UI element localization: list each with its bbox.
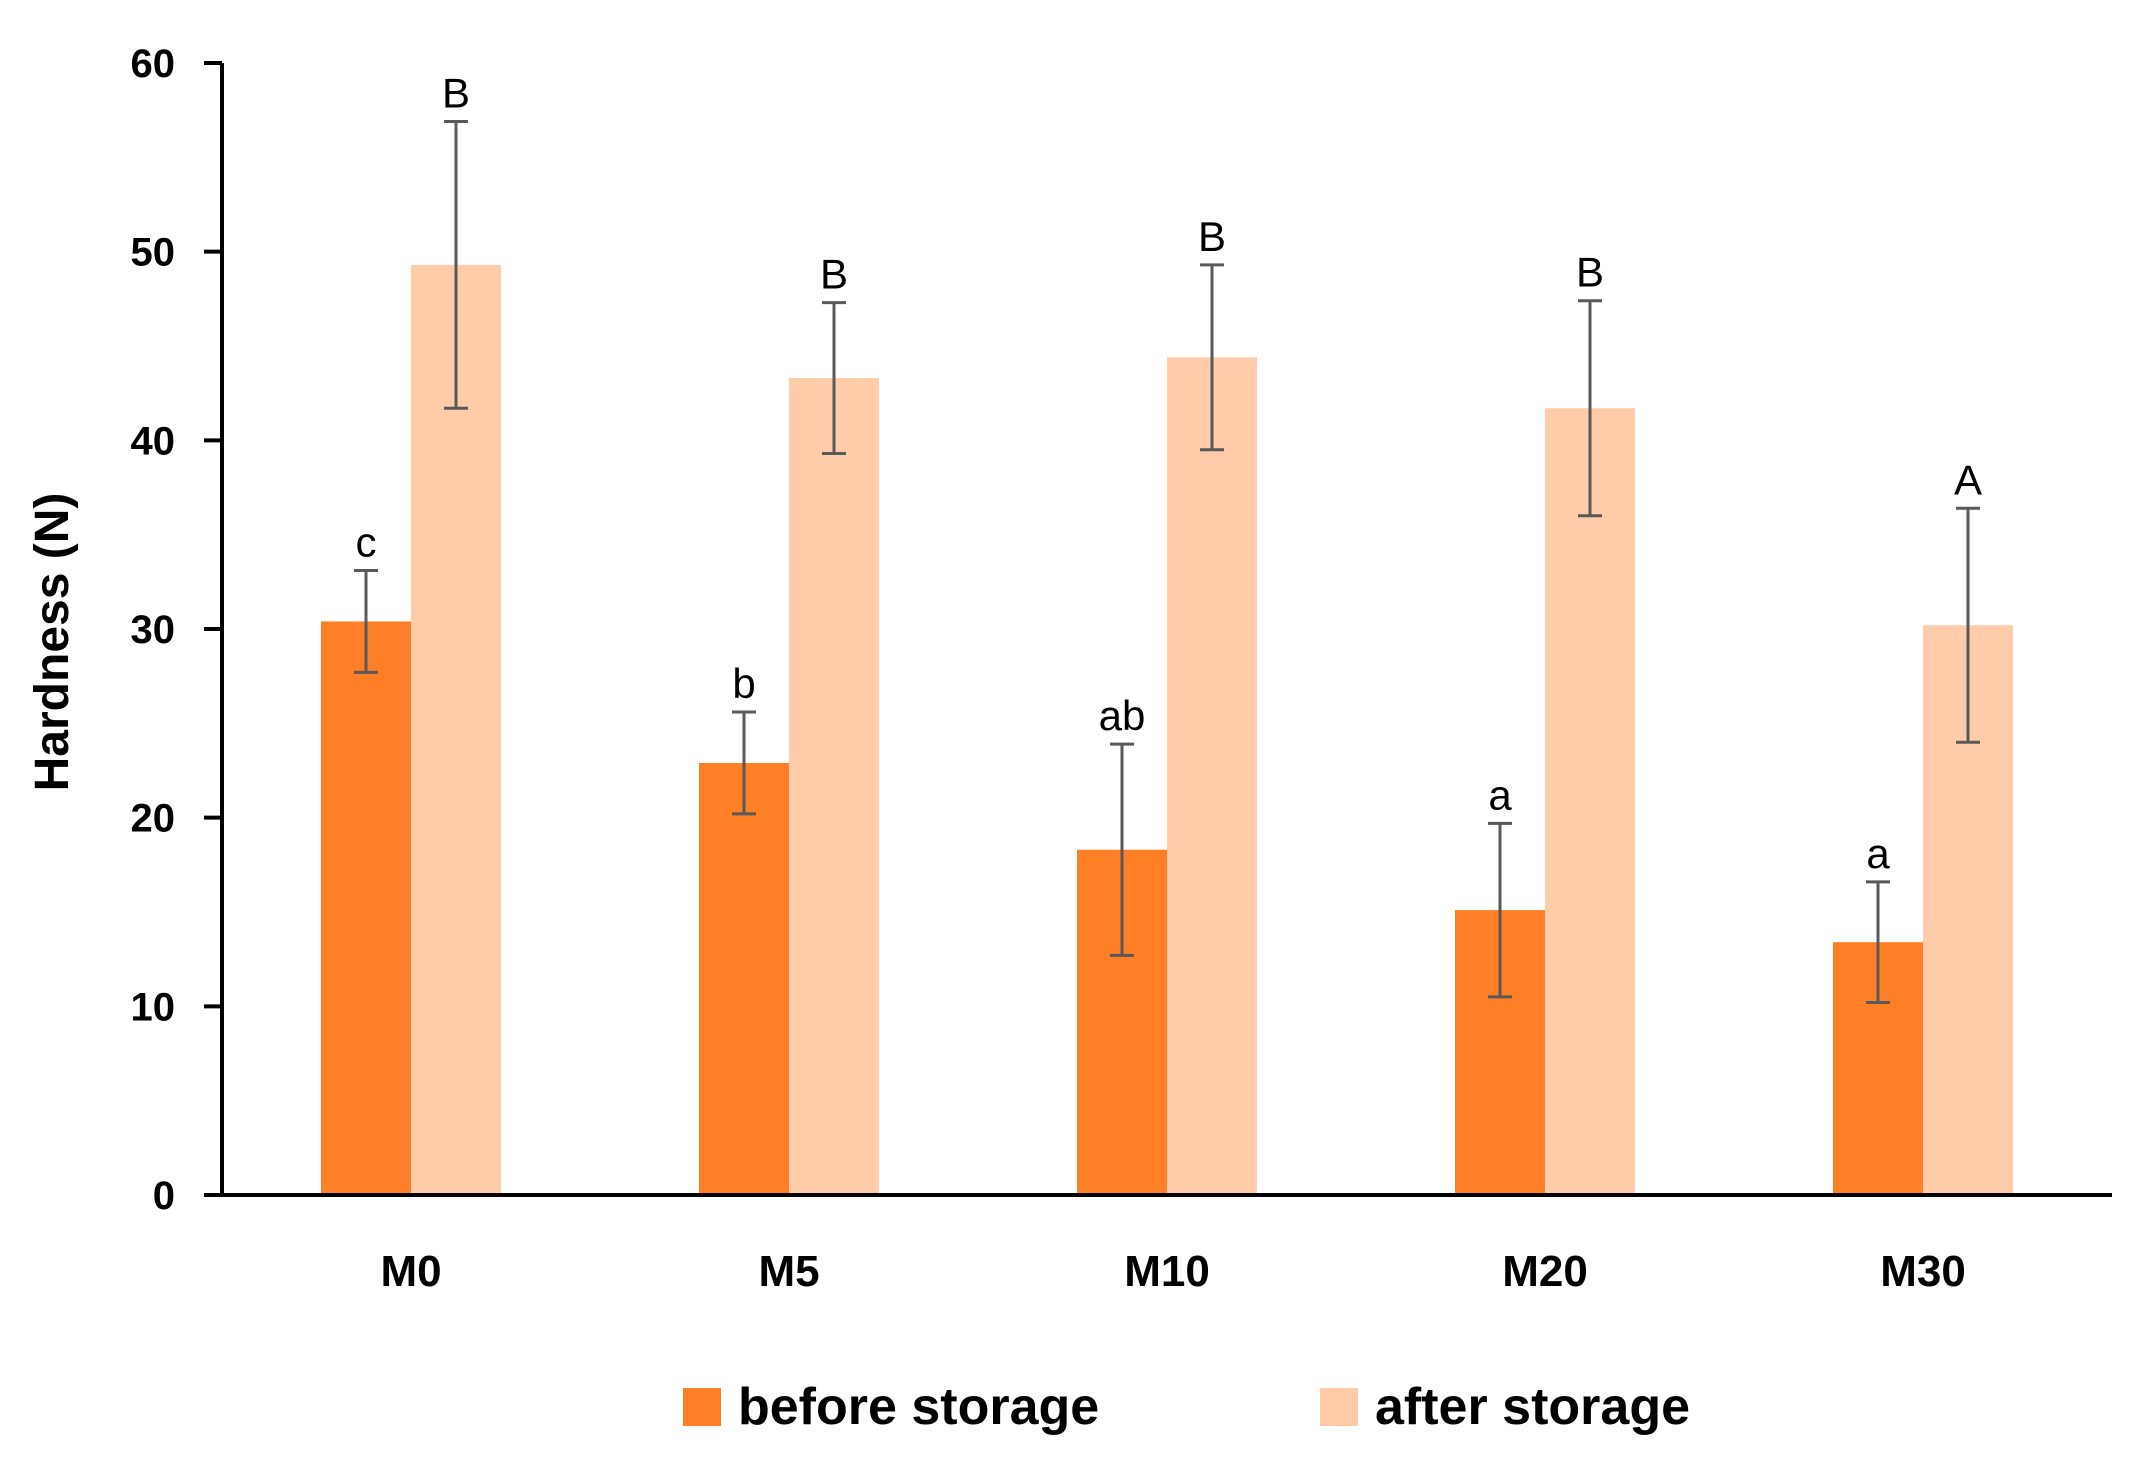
y-tick-label: 10 xyxy=(131,985,176,1029)
x-tick-label-m0: M0 xyxy=(380,1247,441,1296)
significance-letter: a xyxy=(1866,830,1890,877)
legend-label-before: before storage xyxy=(738,1378,1099,1436)
bar-after-m0 xyxy=(411,264,501,1196)
y-tick-label: 0 xyxy=(153,1174,175,1218)
bar-after-m20 xyxy=(1545,408,1635,1195)
significance-letter: A xyxy=(1954,456,1982,503)
bar-before-m5 xyxy=(699,762,789,1195)
significance-letter: ab xyxy=(1099,692,1146,739)
significance-letter: B xyxy=(442,69,470,116)
bar-after-m5 xyxy=(789,378,879,1195)
significance-letter: a xyxy=(1488,771,1512,818)
legend: before storage after storage xyxy=(683,1378,1690,1436)
legend-label-after: after storage xyxy=(1375,1378,1690,1436)
legend-swatch-after xyxy=(1320,1388,1358,1426)
legend-swatch-before xyxy=(683,1388,721,1426)
x-tick-label-m30: M30 xyxy=(1880,1247,1966,1296)
x-tick-label-m10: M10 xyxy=(1124,1247,1210,1296)
y-tick-label: 40 xyxy=(131,419,176,463)
y-tick-label: 20 xyxy=(131,797,176,841)
bar-after-m10 xyxy=(1167,357,1257,1195)
significance-letter: B xyxy=(1198,213,1226,260)
significance-letter: b xyxy=(732,660,755,707)
significance-letter: c xyxy=(356,519,377,566)
y-tick-label: 50 xyxy=(131,231,176,275)
significance-letter: B xyxy=(1576,249,1604,296)
x-tick-label-m20: M20 xyxy=(1502,1247,1588,1296)
bar-before-m0 xyxy=(321,621,411,1195)
error-bars xyxy=(354,119,1980,1005)
y-tick-label: 30 xyxy=(131,608,176,652)
significance-letters: c Bb Bab Ba Ba A xyxy=(356,69,1983,876)
y-axis-title: Hardness (N) xyxy=(26,493,79,792)
x-tick-label-m5: M5 xyxy=(758,1247,819,1296)
y-tick-label: 60 xyxy=(131,42,176,86)
bars xyxy=(321,264,2013,1196)
significance-letter: B xyxy=(820,251,848,298)
axes: M0 M5 M10 M20 M30 0 10 20 30 40 50 60 xyxy=(131,42,2112,1296)
